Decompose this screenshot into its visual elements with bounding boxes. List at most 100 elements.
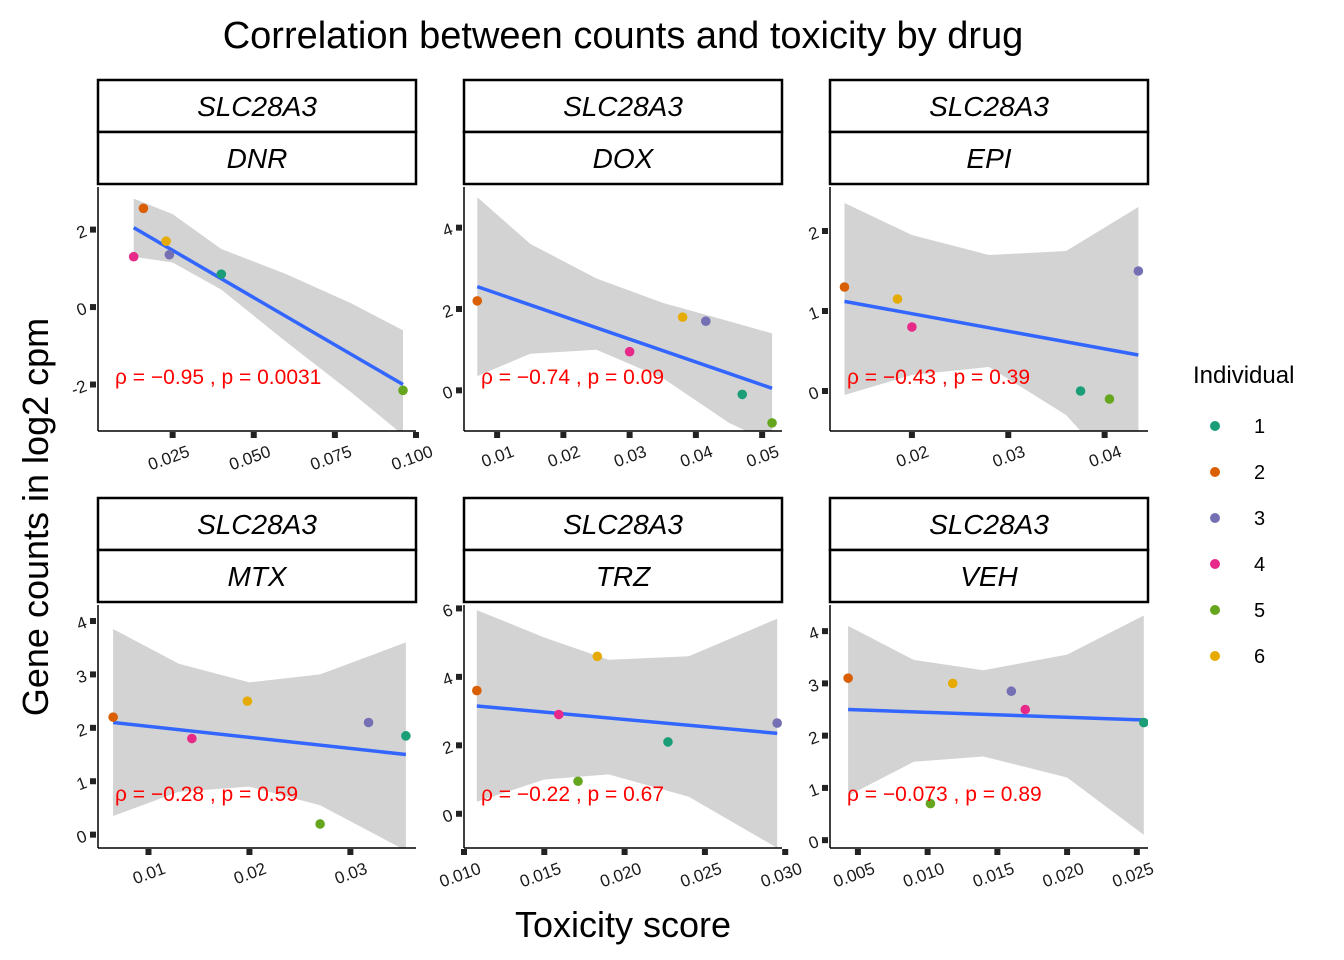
x-tick-label: 0.04	[678, 442, 716, 471]
x-tick-label: 0.050	[227, 442, 273, 474]
strip-gene-box	[96, 496, 418, 552]
y-tick-mark	[822, 388, 828, 394]
y-tick-label: 0	[806, 832, 821, 853]
x-tick-mark	[924, 849, 931, 855]
y-tick-mark	[822, 837, 828, 844]
legend-label: 5	[1254, 600, 1265, 622]
x-tick-mark	[1133, 849, 1140, 855]
data-point-individual-4	[907, 322, 917, 332]
x-tick-mark	[246, 849, 253, 855]
correlation-annotation: ρ = −0.22 , p = 0.67	[481, 783, 664, 806]
legend-title: Individual	[1193, 362, 1294, 389]
panel-dox: SLC28A3 DOX 0 2 4 0.01 0.02 0.03 0.04 0.05 ρ = −0.…	[440, 78, 784, 471]
x-tick-label: 0.02	[231, 859, 269, 888]
strip-gene-label: SLC28A3	[929, 91, 1049, 122]
x-tick-label: 0.01	[130, 859, 168, 888]
y-tick-mark	[456, 673, 462, 680]
y-tick-label: 4	[440, 220, 455, 241]
x-tick-label: 0.020	[597, 859, 643, 891]
y-tick-mark	[90, 381, 96, 388]
correlation-annotation: ρ = −0.28 , p = 0.59	[115, 783, 298, 806]
strip-drug-label: EPI	[966, 143, 1011, 174]
data-point-individual-2	[108, 712, 118, 722]
x-tick-label: 0.03	[611, 442, 649, 471]
x-tick-mark	[701, 849, 708, 855]
x-tick-label: 0.01	[479, 442, 517, 471]
x-tick-mark	[626, 432, 633, 438]
y-tick-mark	[456, 810, 462, 817]
y-tick-label: 0	[74, 299, 89, 320]
data-point-individual-5	[398, 385, 408, 396]
x-tick-mark	[854, 849, 861, 855]
legend-label: 2	[1254, 462, 1265, 484]
x-tick-mark	[560, 432, 567, 438]
x-tick-mark	[908, 432, 915, 438]
legend-key-3	[1210, 513, 1220, 523]
strip-drug-box	[96, 130, 418, 186]
x-tick-mark	[169, 432, 176, 438]
x-tick-label: 0.015	[970, 859, 1016, 891]
regression-line	[476, 704, 778, 736]
data-point-individual-6	[677, 312, 688, 322]
legend-label: 4	[1254, 554, 1265, 576]
regression-line	[848, 707, 1144, 722]
strip-gene-label: SLC28A3	[929, 509, 1049, 540]
data-point-individual-3	[772, 718, 782, 728]
x-tick-mark	[621, 849, 628, 855]
data-point-individual-2	[138, 203, 149, 214]
y-tick-label: 2	[806, 223, 821, 244]
legend-key-6	[1210, 651, 1220, 661]
data-point-individual-2	[472, 296, 483, 306]
data-point-individual-6	[892, 294, 903, 304]
y-tick-label: 6	[440, 600, 455, 621]
y-tick-label: 4	[806, 623, 821, 644]
data-point-individual-2	[843, 673, 853, 683]
panel-epi: SLC28A3 EPI 0 1 2 0.02 0.03 0.04 ρ = −0.43 , p =…	[806, 78, 1150, 471]
strip-drug-box	[828, 130, 1150, 186]
correlation-annotation: ρ = −0.073 , p = 0.89	[847, 783, 1042, 806]
strip-gene-label: SLC28A3	[197, 91, 317, 122]
panel-mtx: SLC28A3 MTX 0 1 2 3 4 0.01 0.02 0.03 ρ = −0.28 , p…	[74, 496, 418, 888]
y-tick-mark	[90, 226, 96, 233]
x-tick-label: 0.04	[1086, 442, 1124, 471]
y-tick-mark	[822, 784, 828, 791]
y-tick-label: 2	[74, 720, 89, 741]
legend-label: 3	[1254, 508, 1265, 530]
y-tick-mark	[90, 831, 96, 838]
y-tick-label: 0	[440, 382, 455, 403]
confidence-band	[476, 610, 778, 848]
legend: Individual 1 2 3 4 5 6	[1193, 362, 1294, 668]
x-tick-label: 0.100	[389, 442, 435, 474]
x-tick-label: 0.075	[308, 442, 354, 474]
strip-drug-label: MTX	[227, 561, 287, 592]
x-tick-label: 0.025	[678, 859, 724, 891]
x-tick-mark	[347, 849, 354, 855]
correlation-annotation: ρ = −0.43 , p = 0.39	[847, 366, 1030, 389]
y-tick-label: 2	[806, 728, 821, 749]
strip-drug-label: TRZ	[596, 561, 651, 592]
data-point-individual-1	[737, 389, 748, 400]
y-tick-label: 0	[74, 827, 89, 848]
x-tick-label: 0.05	[744, 442, 782, 471]
x-tick-mark	[1064, 849, 1071, 855]
panel-trz: SLC28A3 TRZ 0 2 4 6 0.010 0.015 0.020 0.025 0.030 ρ…	[437, 496, 805, 891]
chart-title: Correlation between counts and toxicity …	[223, 15, 1024, 57]
y-tick-mark	[822, 732, 828, 739]
y-tick-mark	[822, 228, 828, 234]
legend-key-5	[1210, 605, 1220, 615]
correlation-annotation: ρ = −0.74 , p = 0.09	[481, 366, 664, 389]
y-tick-label: 3	[74, 666, 89, 687]
strip-gene-box	[828, 496, 1150, 552]
data-point-individual-6	[592, 651, 603, 662]
correlation-annotation: ρ = −0.95 , p = 0.0031	[115, 366, 321, 389]
y-tick-label: 1	[806, 780, 821, 801]
strip-drug-label: VEH	[960, 561, 1018, 592]
data-point-individual-5	[573, 776, 583, 787]
x-tick-label: 0.03	[332, 859, 370, 888]
regression-line	[476, 284, 773, 390]
y-tick-mark	[456, 742, 462, 749]
data-point-individual-1	[663, 737, 673, 747]
y-tick-mark	[822, 628, 828, 635]
x-axis-title: Toxicity score	[515, 904, 731, 945]
x-tick-label: 0.010	[437, 859, 483, 891]
